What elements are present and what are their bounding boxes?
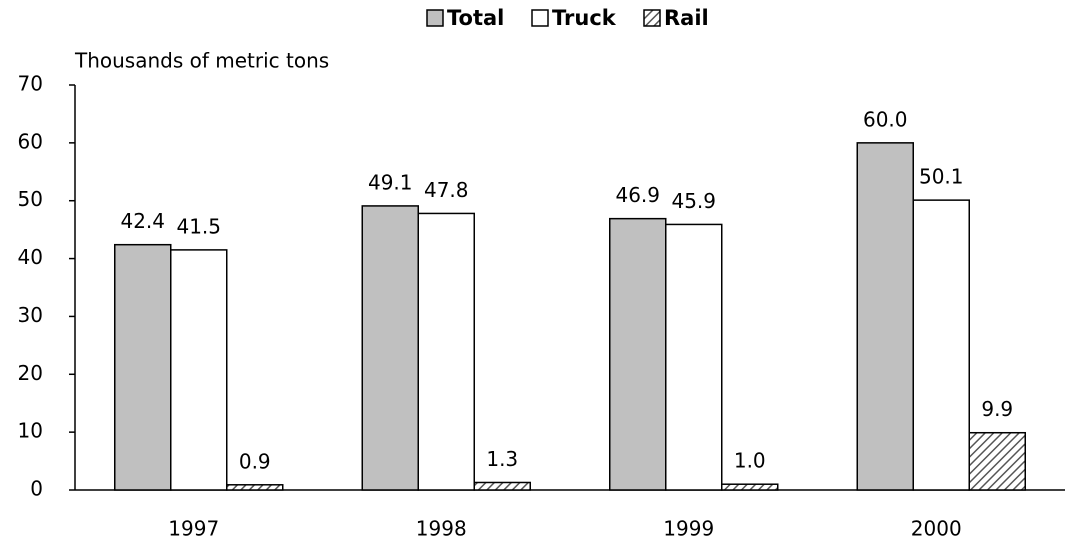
x-tick-label: 1997 xyxy=(168,517,219,541)
bar xyxy=(912,199,970,491)
legend-label: Truck xyxy=(552,6,617,30)
value-label: 9.9 xyxy=(981,397,1013,421)
legend-label: Total xyxy=(447,6,504,30)
bar xyxy=(170,249,228,491)
bar xyxy=(968,431,1026,491)
bar xyxy=(609,217,667,491)
legend-swatch xyxy=(426,9,444,27)
y-tick-label: 60 xyxy=(18,129,43,153)
bar xyxy=(114,243,172,491)
value-label: 49.1 xyxy=(368,170,413,194)
value-label: 1.3 xyxy=(486,447,518,471)
bar xyxy=(856,142,914,491)
y-tick-label: 10 xyxy=(18,419,43,443)
value-label: 1.0 xyxy=(734,449,766,473)
y-tick-label: 70 xyxy=(18,72,43,96)
bar xyxy=(665,223,723,491)
x-tick-label: 1998 xyxy=(416,517,467,541)
legend-label: Rail xyxy=(664,6,709,30)
legend-swatch xyxy=(531,9,549,27)
y-tick-label: 30 xyxy=(18,303,43,327)
value-label: 60.0 xyxy=(863,107,908,131)
value-label: 50.1 xyxy=(919,165,964,189)
value-label: 46.9 xyxy=(615,183,660,207)
bar xyxy=(226,484,284,491)
legend: Total Truck Rail xyxy=(426,6,709,30)
y-tick-label: 50 xyxy=(18,187,43,211)
y-tick-label: 40 xyxy=(18,245,43,269)
bar xyxy=(721,483,779,491)
bar xyxy=(473,481,531,491)
value-label: 47.8 xyxy=(424,178,469,202)
y-tick-label: 20 xyxy=(18,361,43,385)
y-tick-label: 0 xyxy=(30,477,43,501)
value-label: 0.9 xyxy=(239,449,271,473)
x-tick-label: 1999 xyxy=(663,517,714,541)
legend-swatch xyxy=(643,9,661,27)
value-label: 45.9 xyxy=(671,189,716,213)
x-tick-label: 2000 xyxy=(911,517,962,541)
bar xyxy=(417,212,475,491)
value-label: 41.5 xyxy=(176,214,221,238)
bar xyxy=(361,205,419,491)
value-label: 42.4 xyxy=(120,209,165,233)
y-axis-label: Thousands of metric tons xyxy=(74,49,329,73)
